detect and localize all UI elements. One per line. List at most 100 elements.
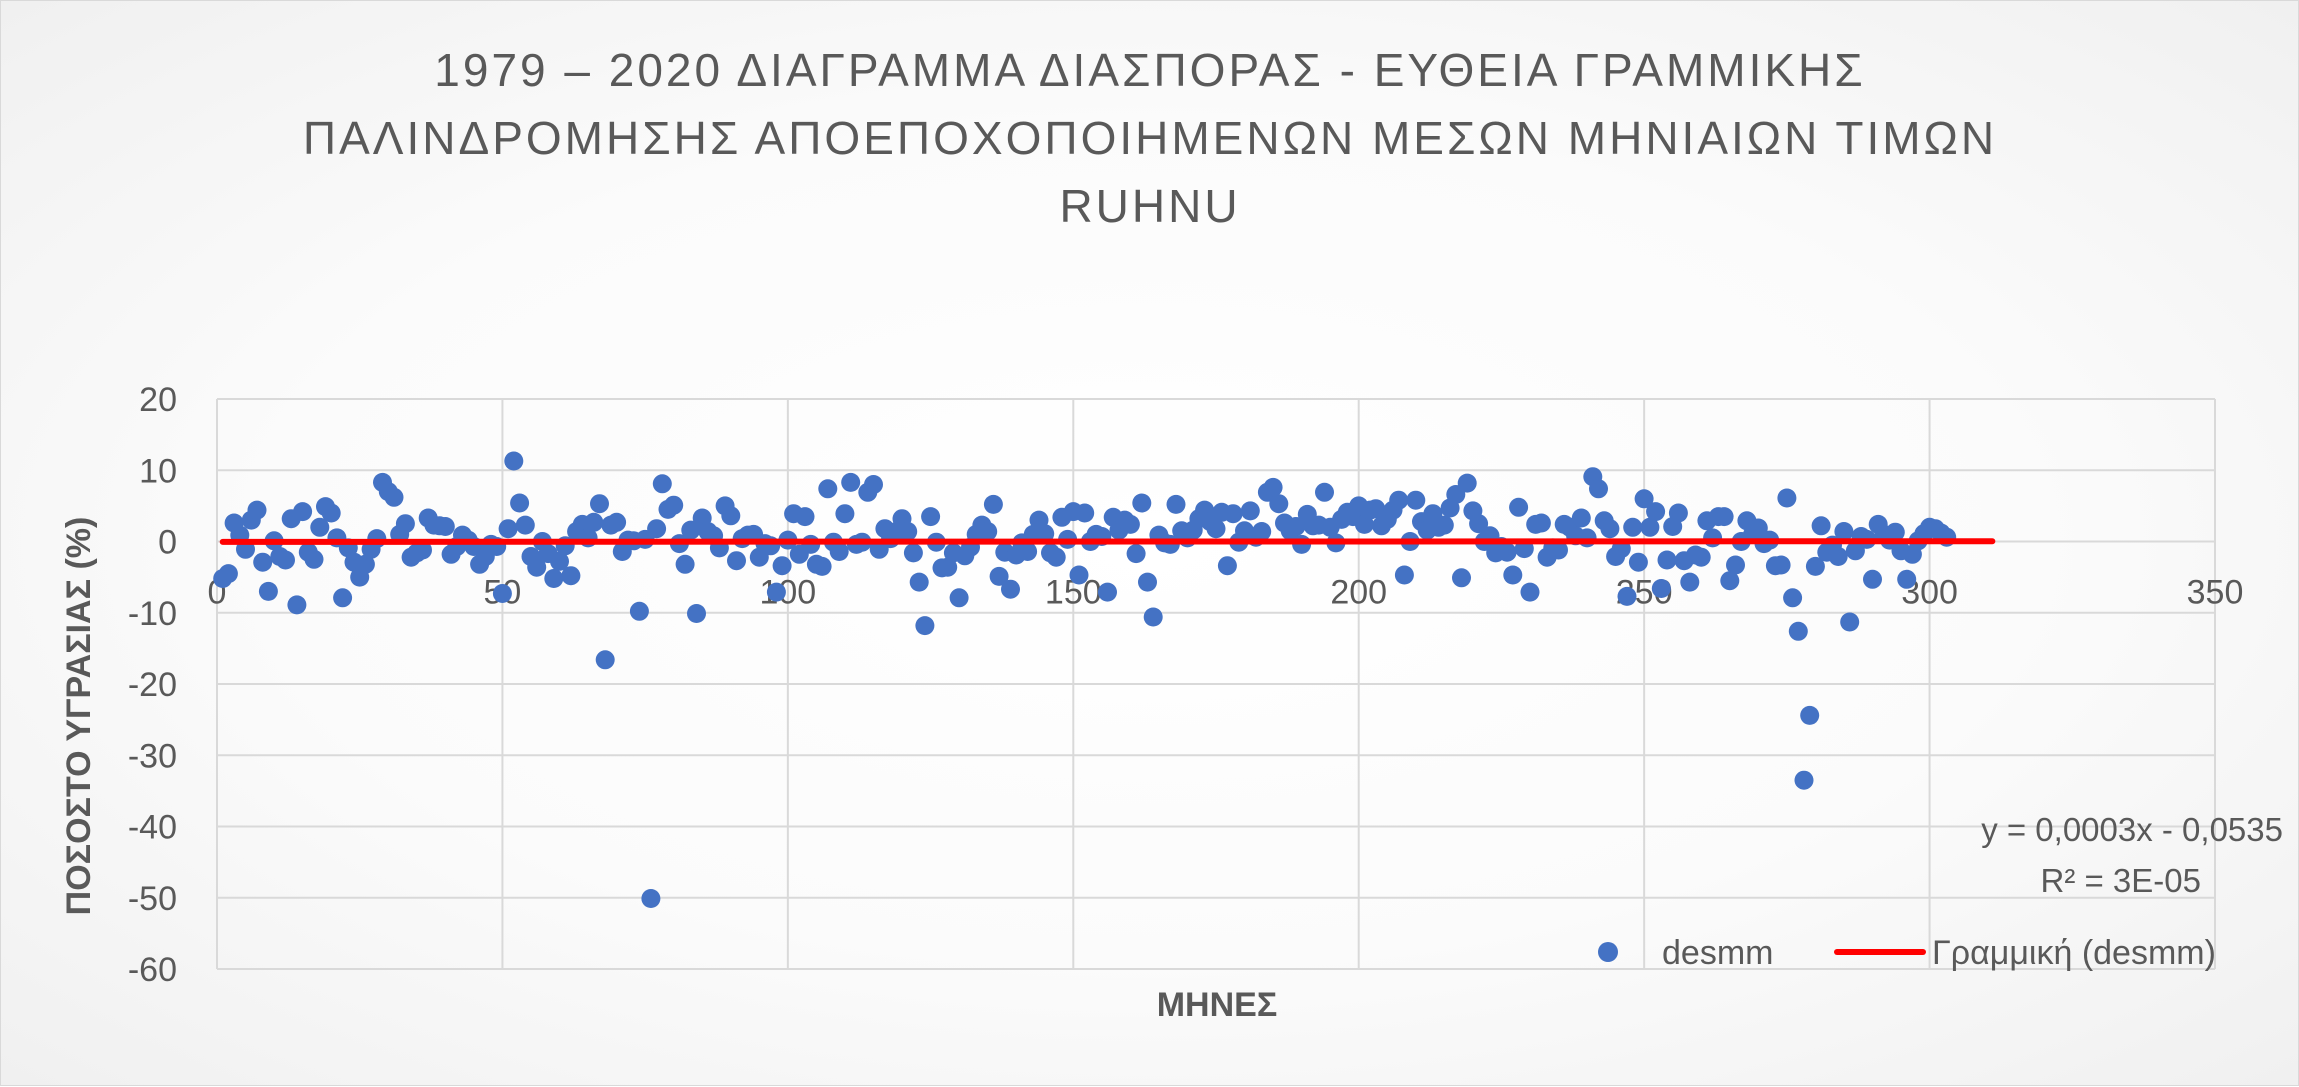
data-point xyxy=(550,551,569,571)
data-point xyxy=(1206,519,1226,539)
data-point xyxy=(1863,569,1882,589)
trendline xyxy=(219,538,1996,545)
data-point xyxy=(321,503,341,523)
y-tick-label: 10 xyxy=(139,452,177,490)
data-point xyxy=(766,582,786,602)
x-tick-label: 350 xyxy=(2187,574,2244,612)
data-point xyxy=(1069,565,1089,585)
data-point xyxy=(1703,528,1723,548)
data-point xyxy=(293,502,313,522)
data-point xyxy=(1138,572,1157,592)
y-axis-title: ΠΟΣΟΣΤΟ ΥΓΡΑΣΙΑΣ (%) xyxy=(60,517,98,916)
data-point xyxy=(664,495,684,515)
x-axis-ticks: 050100150200250300350 xyxy=(208,574,2244,612)
series-desmm xyxy=(213,451,1957,908)
data-point xyxy=(510,493,530,513)
data-point xyxy=(435,517,455,536)
data-point xyxy=(1828,547,1848,566)
data-point xyxy=(629,601,649,621)
data-point xyxy=(527,557,547,577)
data-point xyxy=(1794,770,1814,790)
data-point xyxy=(841,472,861,492)
data-point xyxy=(1589,479,1608,499)
data-point xyxy=(1834,522,1854,541)
data-point xyxy=(812,556,832,576)
data-point xyxy=(395,514,415,534)
data-point xyxy=(1457,473,1477,493)
data-point xyxy=(1354,514,1374,534)
data-point xyxy=(1657,550,1677,570)
data-point xyxy=(915,616,935,636)
data-point xyxy=(1389,490,1409,510)
data-point xyxy=(515,515,535,535)
legend-label-desmm: desmm xyxy=(1662,934,1773,972)
data-point xyxy=(1714,507,1734,527)
data-point xyxy=(1126,544,1146,564)
data-point xyxy=(1315,482,1334,502)
data-point xyxy=(561,566,581,586)
data-point xyxy=(1811,516,1831,536)
data-point xyxy=(1497,542,1517,562)
data-point xyxy=(1143,607,1163,627)
data-point xyxy=(218,564,238,584)
data-point xyxy=(504,451,524,471)
data-point xyxy=(1897,569,1917,589)
data-point xyxy=(1651,579,1671,598)
legend-marker-desmm xyxy=(1598,942,1618,962)
data-point xyxy=(1783,588,1803,608)
data-point xyxy=(1777,488,1797,508)
data-point xyxy=(304,549,324,569)
data-point xyxy=(367,529,387,549)
y-axis-ticks: 20 10 0 -10 -20 -30 -40 -50 -60 xyxy=(128,381,177,989)
data-point xyxy=(909,572,929,592)
chart-title-line-2: ΠΑΛΙΝΔΡΟΜΗΣΗΣ ΑΠΟΕΠΟΧΟΠΟΙΗΜΕΝΩΝ ΜΕΣΩΝ ΜΗ… xyxy=(303,112,1997,164)
data-point xyxy=(1634,489,1654,509)
data-point xyxy=(687,604,706,623)
data-point xyxy=(681,520,701,540)
data-point xyxy=(1035,524,1055,544)
data-point xyxy=(1640,517,1660,537)
data-point xyxy=(989,566,1009,586)
data-point xyxy=(772,556,792,576)
data-point xyxy=(1748,518,1768,538)
y-tick-label: 0 xyxy=(158,524,177,562)
data-point xyxy=(1571,508,1591,528)
data-point xyxy=(864,475,883,494)
data-point xyxy=(276,550,295,570)
chart-title-line-1: 1979 – 2020 ΔΙΑΓΡΑΜΜΑ ΔΙΑΣΠΟΡΑΣ - ΕΥΘΕΙΑ… xyxy=(434,44,1865,96)
data-point xyxy=(1726,555,1745,575)
data-point xyxy=(1771,555,1791,575)
data-point xyxy=(584,512,604,532)
data-point xyxy=(1628,552,1648,572)
legend: desmm Γραμμική (desmm) xyxy=(1598,934,2216,972)
data-point xyxy=(258,581,278,601)
data-point xyxy=(1406,490,1426,510)
chart-title: 1979 – 2020 ΔΙΑΓΡΑΜΜΑ ΔΙΑΣΠΟΡΑΣ - ΕΥΘΕΙΑ… xyxy=(303,44,1997,232)
data-point xyxy=(1075,503,1095,523)
data-point xyxy=(1046,547,1066,567)
y-tick-label: -20 xyxy=(128,666,177,704)
data-point xyxy=(544,569,564,588)
y-tick-label: -60 xyxy=(128,951,177,989)
legend-label-trendline: Γραμμική (desmm) xyxy=(1932,934,2216,972)
data-point xyxy=(492,584,512,603)
data-point xyxy=(1840,612,1860,632)
data-point xyxy=(1240,501,1260,521)
data-point xyxy=(1520,582,1540,602)
data-point xyxy=(727,551,746,571)
data-point xyxy=(949,588,969,608)
data-point xyxy=(590,494,609,514)
x-axis-title: ΜΗΝΕΣ xyxy=(1157,986,1278,1024)
data-point xyxy=(1720,571,1740,591)
data-point xyxy=(1680,572,1700,592)
data-point xyxy=(310,517,330,537)
data-point xyxy=(247,500,267,520)
data-point xyxy=(1623,517,1643,537)
data-point xyxy=(1691,547,1711,567)
data-point xyxy=(1668,503,1688,523)
data-point xyxy=(1120,514,1140,534)
data-point xyxy=(1269,494,1289,514)
data-point xyxy=(1217,556,1237,576)
data-point xyxy=(1166,494,1186,514)
data-point xyxy=(795,507,815,527)
